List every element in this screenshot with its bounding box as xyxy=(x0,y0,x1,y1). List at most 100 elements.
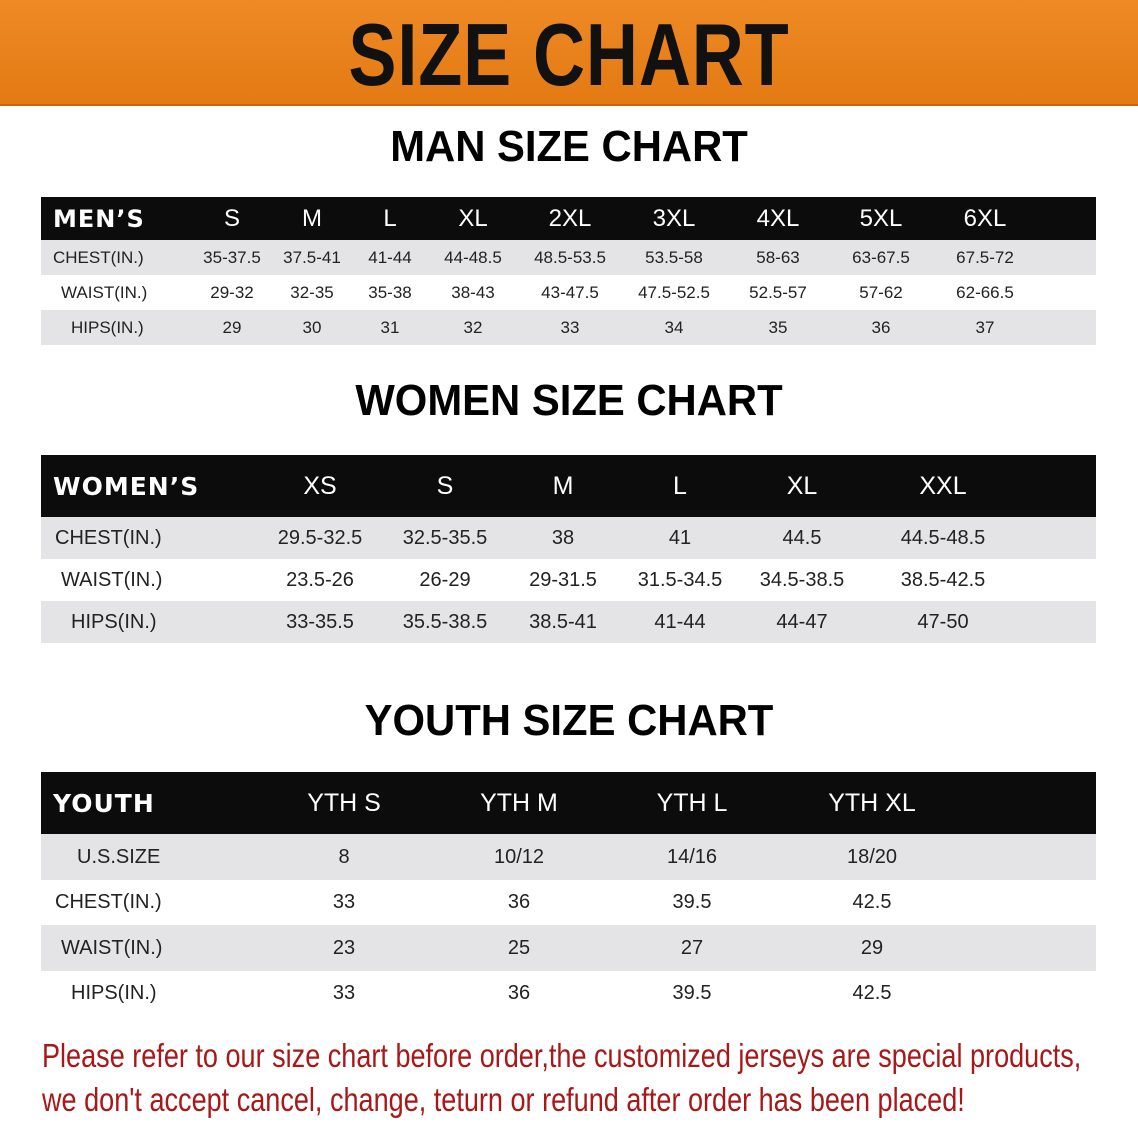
measurement-value: 34 xyxy=(664,317,684,337)
table-row: WAIST(IN.) 23 25 27 29 xyxy=(41,925,1096,971)
table-row: HIPS(IN.) 33-35.5 35.5-38.5 38.5-41 41-44 44-… xyxy=(41,601,1096,643)
measurement-value: 32 xyxy=(463,317,483,337)
size-header: XXL xyxy=(919,471,967,500)
size-header: S xyxy=(436,471,454,500)
measurement-value: 42.5 xyxy=(852,982,892,1004)
measurement-value: 35-38 xyxy=(368,282,412,302)
measurement-value: 29.5-32.5 xyxy=(277,526,363,549)
youth-header-label: YOUTH xyxy=(53,788,155,818)
measurement-value: 14/16 xyxy=(666,845,718,868)
measurement-value: 38.5-41 xyxy=(529,610,597,633)
measurement-value: 33-35.5 xyxy=(286,610,354,633)
table-row: U.S.SIZE 8 10/12 14/16 18/20 xyxy=(41,834,1096,880)
size-header: 3XL xyxy=(652,204,696,232)
measurement-value: 26-29 xyxy=(419,568,471,591)
measurement-value: 18/20 xyxy=(846,845,898,868)
measurement-value: 33 xyxy=(332,891,356,913)
measurement-value: 62-66.5 xyxy=(956,282,1014,302)
measurement-label: CHEST(IN.) xyxy=(55,891,162,913)
measurement-value: 37.5-41 xyxy=(283,247,341,267)
measurement-value: 25 xyxy=(507,936,531,959)
measurement-label: HIPS(IN.) xyxy=(71,317,144,337)
measurement-value: 52.5-57 xyxy=(749,282,807,302)
measurement-value: 35-37.5 xyxy=(203,247,261,267)
women-size-table: WOMEN’S XS S M L XL XXL CHEST(IN.) 29.5-32.5 32.5… xyxy=(41,455,1096,643)
table-row: HIPS(IN.) 33 36 39.5 42.5 xyxy=(41,971,1096,1016)
measurement-value: 23 xyxy=(332,936,356,959)
size-header: YTH L xyxy=(656,788,728,817)
table-row: CHEST(IN.) 33 36 39.5 42.5 xyxy=(41,880,1096,925)
measurement-value: 32.5-35.5 xyxy=(402,526,488,549)
women-header-label: WOMEN’S xyxy=(53,471,200,501)
measurement-label: CHEST(IN.) xyxy=(53,247,144,267)
measurement-value: 37 xyxy=(975,317,995,337)
youth-section-title: YOUTH SIZE CHART xyxy=(364,696,774,745)
youth-header-row: YOUTH YTH S YTH M YTH L YTH XL xyxy=(41,772,1096,834)
measurement-value: 42.5 xyxy=(852,891,892,913)
measurement-value: 29-32 xyxy=(210,282,254,302)
size-header: L xyxy=(383,204,397,232)
measurement-value: 44-48.5 xyxy=(444,247,502,267)
measurement-value: 23.5-26 xyxy=(286,568,354,591)
youth-size-table: YOUTH YTH S YTH M YTH L YTH XL U.S.SIZE 8 10/12… xyxy=(41,772,1096,1016)
men-size-table: MEN’S S M L XL 2XL 3XL 4XL 5XL 6XL CHEST(IN.) 35-37… xyxy=(41,197,1096,345)
measurement-value: 44.5-48.5 xyxy=(900,526,986,549)
measurement-value: 32-35 xyxy=(290,282,334,302)
measurement-value: 36 xyxy=(871,317,891,337)
measurement-label: HIPS(IN.) xyxy=(71,610,157,633)
men-header-row: MEN’S S M L XL 2XL 3XL 4XL 5XL 6XL xyxy=(41,197,1096,240)
measurement-value: 35 xyxy=(768,317,788,337)
table-row: WAIST(IN.) 23.5-26 26-29 29-31.5 31.5-34.5 34… xyxy=(41,559,1096,601)
banner-title: SIZE CHART xyxy=(348,5,790,104)
measurement-value: 36 xyxy=(507,891,531,913)
size-header: 5XL xyxy=(859,204,903,232)
measurement-value: 38.5-42.5 xyxy=(900,568,986,591)
measurement-value: 29 xyxy=(860,936,884,959)
measurement-value: 33 xyxy=(560,317,580,337)
measurement-label: U.S.SIZE xyxy=(77,845,161,868)
measurement-value: 58-63 xyxy=(756,247,800,267)
measurement-value: 44-47 xyxy=(776,610,828,633)
table-row: CHEST(IN.) 29.5-32.5 32.5-35.5 38 41 44.5 44.5… xyxy=(41,517,1096,559)
measurement-value: 10/12 xyxy=(493,845,545,868)
banner: SIZE CHART xyxy=(0,0,1138,106)
measurement-value: 8 xyxy=(338,845,350,868)
measurement-value: 30 xyxy=(302,317,322,337)
size-header: YTH XL xyxy=(828,788,916,817)
measurement-value: 41-44 xyxy=(368,247,412,267)
measurement-value: 47.5-52.5 xyxy=(638,282,710,302)
measurement-label: CHEST(IN.) xyxy=(55,526,162,549)
women-section-title: WOMEN SIZE CHART xyxy=(355,376,783,425)
measurement-value: 34.5-38.5 xyxy=(759,568,845,591)
table-row: HIPS(IN.) 29 30 31 32 33 34 35 36 37 xyxy=(41,310,1096,345)
measurement-value: 39.5 xyxy=(672,891,712,913)
measurement-value: 29 xyxy=(222,317,242,337)
policy-note-line-2: we don't accept cancel, change, teturn o… xyxy=(42,1081,965,1118)
table-row: WAIST(IN.) 29-32 32-35 35-38 38-43 43-47.5 47.… xyxy=(41,275,1096,310)
measurement-value: 27 xyxy=(680,936,704,959)
men-header-label: MEN’S xyxy=(53,204,145,233)
size-header: L xyxy=(673,471,687,500)
measurement-value: 38 xyxy=(551,526,575,549)
measurement-value: 57-62 xyxy=(859,282,903,302)
measurement-value: 47-50 xyxy=(917,610,969,633)
measurement-label: WAIST(IN.) xyxy=(61,282,148,302)
measurement-label: WAIST(IN.) xyxy=(61,568,163,591)
size-header: XS xyxy=(303,471,337,500)
measurement-value: 44.5 xyxy=(782,526,822,549)
measurement-value: 39.5 xyxy=(672,982,712,1004)
measurement-value: 63-67.5 xyxy=(852,247,910,267)
measurement-value: 41-44 xyxy=(654,610,706,633)
table-row: CHEST(IN.) 35-37.5 37.5-41 41-44 44-48.5 48.5… xyxy=(41,240,1096,275)
measurement-value: 29-31.5 xyxy=(529,568,597,591)
measurement-value: 38-43 xyxy=(451,282,495,302)
measurement-value: 53.5-58 xyxy=(645,247,703,267)
men-section-title: MAN SIZE CHART xyxy=(390,122,748,171)
measurement-value: 43-47.5 xyxy=(541,282,599,302)
size-header: YTH M xyxy=(480,788,558,817)
measurement-value: 41 xyxy=(668,526,692,549)
measurement-value: 33 xyxy=(332,982,356,1004)
measurement-value: 67.5-72 xyxy=(956,247,1014,267)
size-header: M xyxy=(552,471,574,500)
measurement-label: HIPS(IN.) xyxy=(71,982,157,1004)
